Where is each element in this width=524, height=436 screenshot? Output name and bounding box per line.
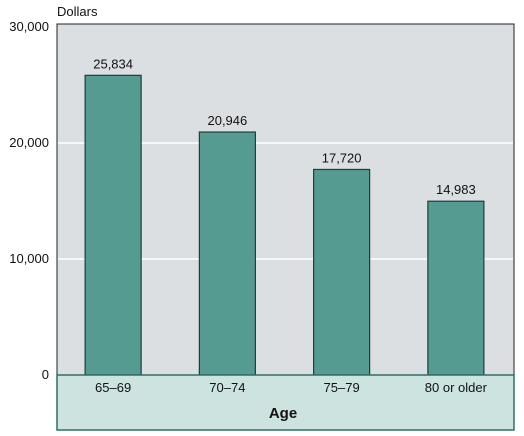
y-axis-tick-labels: 0 10,000 20,000 30,000 xyxy=(9,19,49,382)
bar-value-label: 14,983 xyxy=(436,182,476,197)
bar-value-label: 17,720 xyxy=(322,150,362,165)
x-axis-title: Age xyxy=(269,405,297,422)
y-tick-label: 0 xyxy=(42,367,49,382)
category-band xyxy=(56,374,515,431)
value-labels: 25,834 20,946 17,720 14,983 xyxy=(93,56,476,197)
bar-value-label: 25,834 xyxy=(93,56,133,71)
category-label: 75–79 xyxy=(324,380,360,395)
bar-value-label: 20,946 xyxy=(207,113,247,128)
y-tick-label: 10,000 xyxy=(9,251,49,266)
bars xyxy=(84,74,485,376)
y-tick-label: 30,000 xyxy=(9,19,49,34)
bar xyxy=(313,168,371,376)
y-tick-label: 20,000 xyxy=(9,135,49,150)
bar xyxy=(198,131,256,376)
category-label: 70–74 xyxy=(209,380,245,395)
y-axis-unit-label: Dollars xyxy=(57,4,98,19)
bar xyxy=(427,200,485,376)
bar xyxy=(84,74,142,376)
category-label: 65–69 xyxy=(95,380,131,395)
category-labels: 65–69 70–74 75–79 80 or older xyxy=(95,380,488,395)
category-label: 80 or older xyxy=(425,380,488,395)
